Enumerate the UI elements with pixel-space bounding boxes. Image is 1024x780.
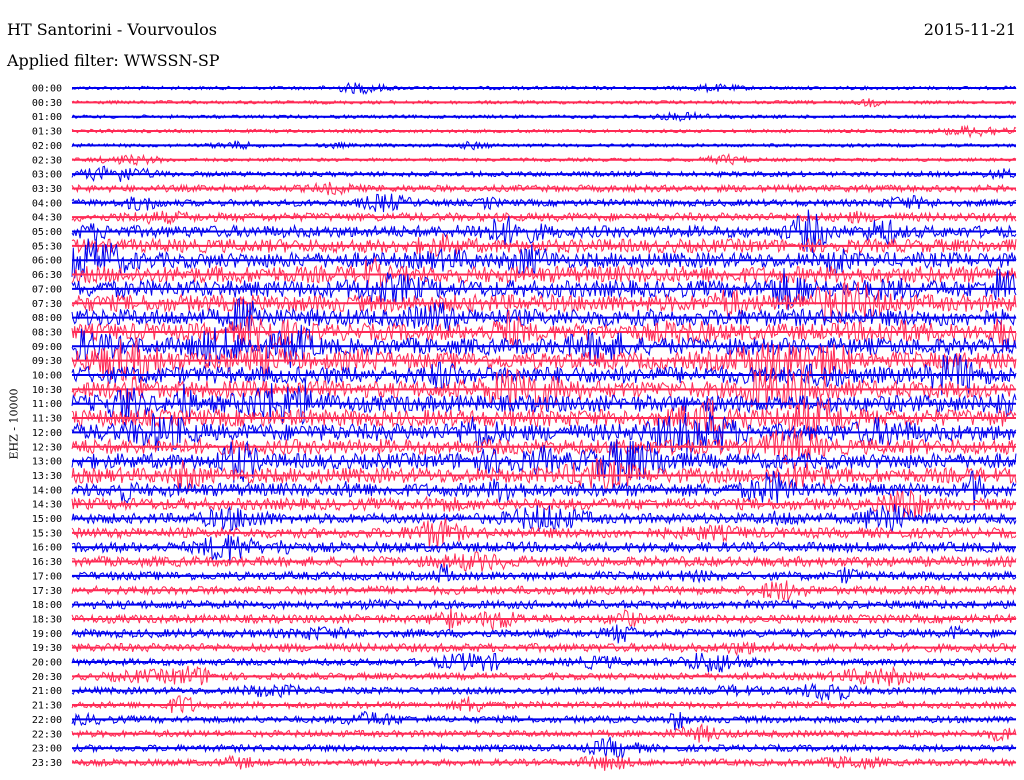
trace-1800 bbox=[71, 598, 1017, 611]
time-tick-label: 03:30 bbox=[32, 184, 62, 195]
time-tick-label: 07:00 bbox=[32, 284, 62, 295]
time-tick-label: 17:30 bbox=[32, 586, 62, 597]
trace-1200 bbox=[71, 411, 1017, 455]
trace-1700 bbox=[71, 563, 1017, 584]
trace-1130 bbox=[71, 396, 1017, 441]
time-tick-label: 08:00 bbox=[32, 313, 62, 324]
filter-label: Applied filter: WWSSN-SP bbox=[7, 51, 220, 70]
time-tick-label: 02:00 bbox=[32, 141, 62, 152]
time-tick-label: 00:30 bbox=[32, 98, 62, 109]
time-tick-label: 12:00 bbox=[32, 428, 62, 439]
time-tick-label: 02:30 bbox=[32, 155, 62, 166]
trace-2330 bbox=[71, 754, 1017, 771]
trace-0730 bbox=[71, 280, 1017, 324]
time-tick-label: 21:30 bbox=[32, 701, 62, 712]
trace-0830 bbox=[71, 310, 1017, 352]
time-tick-label: 23:30 bbox=[32, 758, 62, 769]
trace-2100 bbox=[71, 682, 1017, 703]
time-tick-label: 18:30 bbox=[32, 614, 62, 625]
time-tick-label: 07:30 bbox=[32, 299, 62, 310]
time-tick-label: 09:00 bbox=[32, 342, 62, 353]
trace-1030 bbox=[71, 368, 1017, 412]
time-tick-label: 09:30 bbox=[32, 356, 62, 367]
trace-0430 bbox=[71, 210, 1017, 226]
time-tick-label: 05:00 bbox=[32, 227, 62, 238]
time-tick-label: 11:30 bbox=[32, 414, 62, 425]
time-tick-label: 20:30 bbox=[32, 672, 62, 683]
time-tick-label: 13:30 bbox=[32, 471, 62, 482]
time-tick-label: 10:00 bbox=[32, 371, 62, 382]
trace-1300 bbox=[71, 439, 1017, 483]
time-tick-label: 13:00 bbox=[32, 457, 62, 468]
trace-2000 bbox=[71, 652, 1017, 673]
time-tick-label: 18:00 bbox=[32, 600, 62, 611]
time-tick-label: 23:00 bbox=[32, 744, 62, 755]
trace-2200 bbox=[71, 710, 1017, 731]
trace-0600 bbox=[71, 238, 1017, 279]
trace-1600 bbox=[71, 534, 1017, 564]
trace-0930 bbox=[71, 338, 1017, 383]
trace-1000 bbox=[71, 353, 1017, 396]
trace-1500 bbox=[71, 504, 1017, 533]
trace-2300 bbox=[71, 736, 1017, 759]
trace-0900 bbox=[71, 324, 1017, 368]
station-title: HT Santorini - Vourvoulos bbox=[7, 20, 217, 39]
time-tick-label: 19:30 bbox=[32, 643, 62, 654]
time-tick-label: 15:30 bbox=[32, 528, 62, 539]
time-tick-label: 22:30 bbox=[32, 729, 62, 740]
trace-2030 bbox=[71, 665, 1017, 687]
trace-1430 bbox=[71, 490, 1017, 521]
trace-1230 bbox=[71, 427, 1017, 465]
time-tick-label: 17:00 bbox=[32, 571, 62, 582]
trace-1530 bbox=[71, 518, 1017, 549]
time-tick-label: 05:30 bbox=[32, 241, 62, 252]
time-tick-label: 01:30 bbox=[32, 127, 62, 138]
time-tick-label: 21:00 bbox=[32, 686, 62, 697]
time-tick-label: 15:00 bbox=[32, 514, 62, 525]
time-tick-label: 00:00 bbox=[32, 84, 62, 95]
time-tick-label: 16:00 bbox=[32, 543, 62, 554]
time-tick-label: 10:30 bbox=[32, 385, 62, 396]
time-tick-label: 22:00 bbox=[32, 715, 62, 726]
time-tick-label: 16:30 bbox=[32, 557, 62, 568]
time-tick-label: 14:30 bbox=[32, 500, 62, 511]
time-tick-label: 06:00 bbox=[32, 256, 62, 267]
time-tick-label: 14:00 bbox=[32, 485, 62, 496]
time-tick-label: 19:00 bbox=[32, 629, 62, 640]
time-tick-label: 04:30 bbox=[32, 213, 62, 224]
time-tick-label: 08:30 bbox=[32, 327, 62, 338]
time-tick-label: 20:00 bbox=[32, 658, 62, 669]
time-tick-label: 04:00 bbox=[32, 198, 62, 209]
time-tick-label: 12:30 bbox=[32, 442, 62, 453]
time-tick-label: 03:00 bbox=[32, 170, 62, 181]
time-tick-label: 06:30 bbox=[32, 270, 62, 281]
trace-0530 bbox=[71, 233, 1017, 258]
trace-0630 bbox=[71, 256, 1017, 288]
record-date: 2015-11-21 bbox=[923, 20, 1016, 39]
time-tick-label: 01:00 bbox=[32, 112, 62, 123]
time-tick-label: 11:00 bbox=[32, 399, 62, 410]
trace-2230 bbox=[71, 723, 1017, 743]
